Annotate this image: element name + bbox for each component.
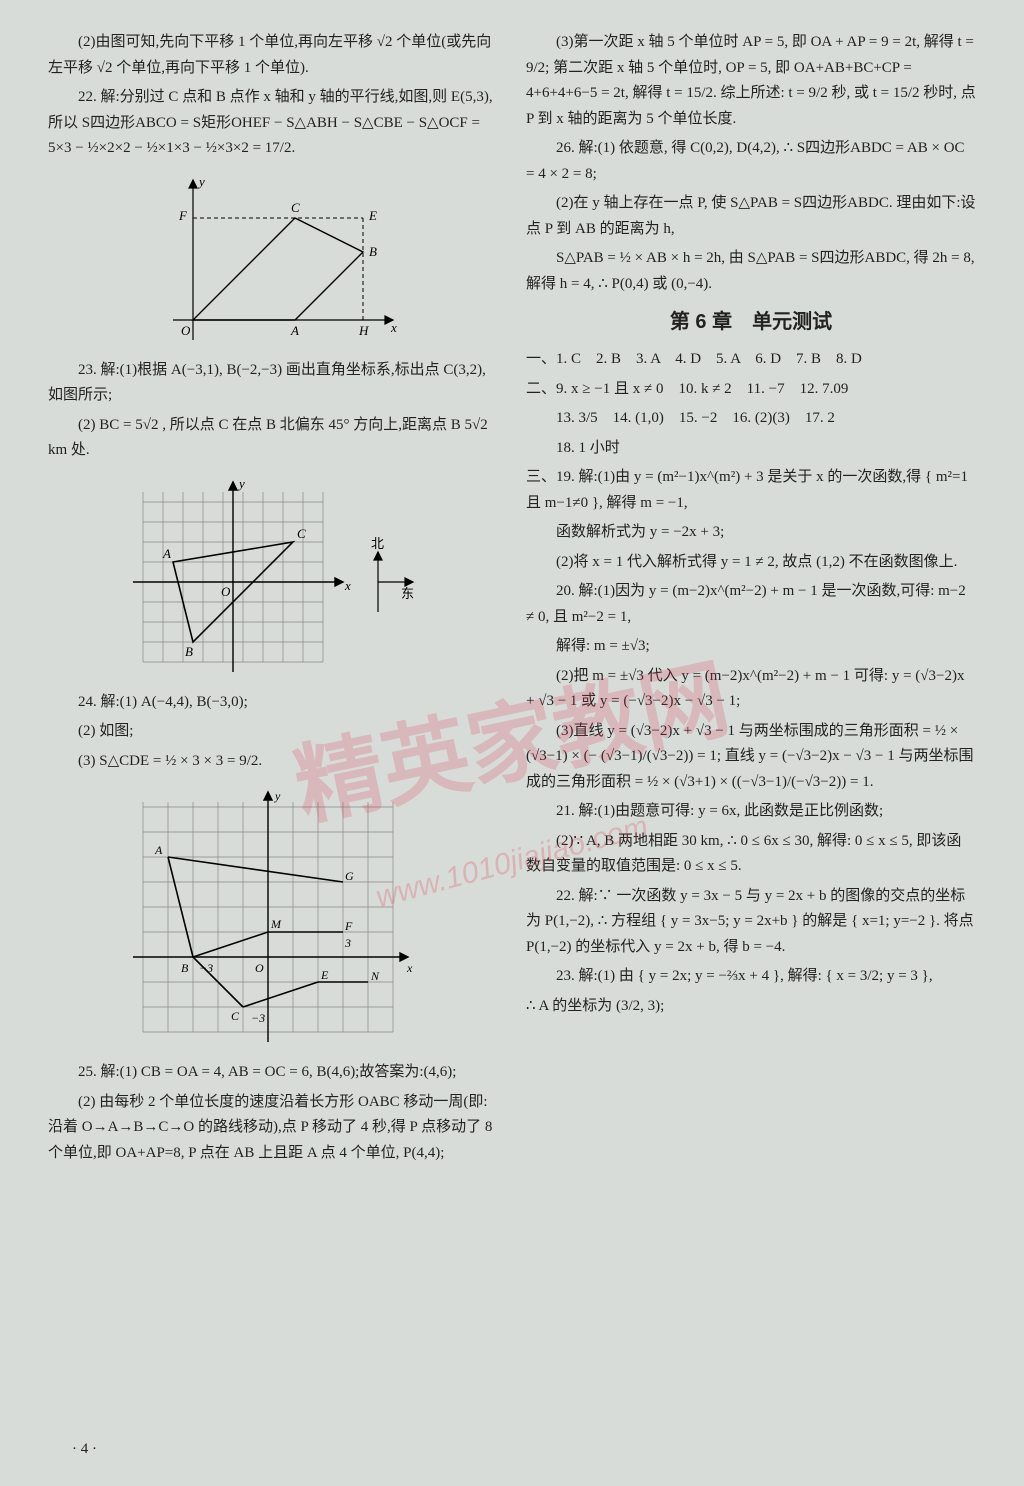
q25-part3: (3)第一次距 x 轴 5 个单位时 AP = 5, 即 OA + AP = 9… bbox=[526, 30, 976, 132]
svg-text:M: M bbox=[270, 917, 282, 931]
svg-text:A: A bbox=[290, 323, 299, 338]
svg-text:O: O bbox=[181, 323, 191, 338]
sect-b-label: 二、 bbox=[526, 381, 556, 397]
section-b-line3: 18. 1 小时 bbox=[526, 436, 976, 462]
svg-text:C: C bbox=[231, 1009, 240, 1023]
left-column: (2)由图可知,先向下平移 1 个单位,再向左平移 √2 个单位(或先向左平移 … bbox=[48, 30, 498, 1456]
q25-part2: (2) 由每秒 2 个单位长度的速度沿着长方形 OABC 移动一周(即:沿着 O… bbox=[48, 1090, 498, 1167]
section-a: 一、1. C 2. B 3. A 4. D 5. A 6. D 7. B 8. … bbox=[526, 347, 976, 373]
sect-a-label: 一、 bbox=[526, 351, 556, 367]
q26-part1: 26. 解:(1) 依题意, 得 C(0,2), D(4,2), ∴ S四边形A… bbox=[526, 136, 976, 187]
svg-text:E: E bbox=[320, 968, 329, 982]
q20-2: 解得: m = ±√3; bbox=[526, 634, 976, 660]
q22-r: 22. 解:∵ 一次函数 y = 3x − 5 与 y = 2x + b 的图像… bbox=[526, 884, 976, 961]
sect-b-1: 9. x ≥ −1 且 x ≠ 0 10. k ≠ 2 11. −7 12. 7… bbox=[556, 381, 848, 397]
q24-diagram: A B −3 G M F 3 C E N −3 Ox y bbox=[123, 782, 423, 1052]
svg-text:G: G bbox=[345, 869, 354, 883]
q19-2: 函数解析式为 y = −2x + 3; bbox=[526, 520, 976, 546]
svg-text:C: C bbox=[297, 526, 306, 541]
q21-part2: (2)由图可知,先向下平移 1 个单位,再向左平移 √2 个单位(或先向左平移 … bbox=[48, 30, 498, 81]
q22-solution: 22. 解:分别过 C 点和 B 点作 x 轴和 y 轴的平行线,如图,则 E(… bbox=[48, 85, 498, 162]
section-b-line1: 二、9. x ≥ −1 且 x ≠ 0 10. k ≠ 2 11. −7 12.… bbox=[526, 377, 976, 403]
q24-part3: (3) S△CDE = ½ × 3 × 3 = 9/2. bbox=[48, 749, 498, 775]
q24-part2: (2) 如图; bbox=[48, 719, 498, 745]
q24-part1: 24. 解:(1) A(−4,4), B(−3,0); bbox=[48, 690, 498, 716]
q26-part2a: (2)在 y 轴上存在一点 P, 使 S△PAB = S四边形ABDC. 理由如… bbox=[526, 191, 976, 242]
q25-part1: 25. 解:(1) CB = OA = 4, AB = OC = 6, B(4,… bbox=[48, 1060, 498, 1086]
svg-text:东: 东 bbox=[401, 586, 414, 601]
q23-r2: ∴ A 的坐标为 (3/2, 3); bbox=[526, 994, 976, 1020]
right-column: (3)第一次距 x 轴 5 个单位时 AP = 5, 即 OA + AP = 9… bbox=[526, 30, 976, 1456]
svg-text:北: 北 bbox=[371, 536, 384, 551]
figure-1: O A H B E C F x y bbox=[48, 170, 498, 350]
svg-text:E: E bbox=[368, 208, 377, 223]
svg-text:−3: −3 bbox=[199, 961, 213, 975]
svg-text:y: y bbox=[197, 174, 205, 189]
svg-text:x: x bbox=[406, 961, 413, 975]
svg-text:−3: −3 bbox=[251, 1011, 265, 1025]
q20-1: 20. 解:(1)因为 y = (m−2)x^(m²−2) + m − 1 是一… bbox=[526, 579, 976, 630]
svg-text:O: O bbox=[255, 961, 264, 975]
svg-text:B: B bbox=[181, 961, 189, 975]
svg-text:A: A bbox=[154, 843, 163, 857]
section-c-q19-1: 三、19. 解:(1)由 y = (m²−1)x^(m²) + 3 是关于 x … bbox=[526, 465, 976, 516]
svg-text:x: x bbox=[390, 320, 397, 335]
svg-text:y: y bbox=[274, 789, 281, 803]
q23-part2: (2) BC = 5√2 , 所以点 C 在点 B 北偏东 45° 方向上,距离… bbox=[48, 413, 498, 464]
figure-3: A B −3 G M F 3 C E N −3 Ox y bbox=[48, 782, 498, 1052]
page-number: · 4 · bbox=[72, 1437, 97, 1463]
q23-part1: 23. 解:(1)根据 A(−3,1), B(−2,−3) 画出直角坐标系,标出… bbox=[48, 358, 498, 409]
svg-text:A: A bbox=[162, 546, 171, 561]
svg-text:x: x bbox=[344, 578, 351, 593]
section-b-line2: 13. 3/5 14. (1,0) 15. −2 16. (2)(3) 17. … bbox=[526, 406, 976, 432]
svg-text:N: N bbox=[370, 969, 380, 983]
svg-text:F: F bbox=[344, 919, 353, 933]
figure-2: A B C Ox y 北东 bbox=[48, 472, 498, 682]
svg-text:H: H bbox=[358, 323, 369, 338]
sect-a-answers: 1. C 2. B 3. A 4. D 5. A 6. D 7. B 8. D bbox=[556, 351, 862, 367]
two-column-layout: (2)由图可知,先向下平移 1 个单位,再向左平移 √2 个单位(或先向左平移 … bbox=[48, 30, 976, 1456]
svg-text:O: O bbox=[221, 584, 231, 599]
svg-text:3: 3 bbox=[344, 936, 351, 950]
q19-1: 19. 解:(1)由 y = (m²−1)x^(m²) + 3 是关于 x 的一… bbox=[526, 469, 968, 511]
chapter-6-title: 第 6 章 单元测试 bbox=[526, 305, 976, 339]
q23-r1: 23. 解:(1) 由 { y = 2x; y = −⅔x + 4 }, 解得:… bbox=[526, 964, 976, 990]
svg-text:B: B bbox=[369, 244, 377, 259]
q21-2: (2)∵ A, B 两地相距 30 km, ∴ 0 ≤ 6x ≤ 30, 解得:… bbox=[526, 829, 976, 880]
q20-4: (3)直线 y = (√3−2)x + √3 − 1 与两坐标围成的三角形面积 … bbox=[526, 719, 976, 796]
q22-diagram: O A H B E C F x y bbox=[143, 170, 403, 350]
svg-text:F: F bbox=[178, 208, 188, 223]
sect-c-label: 三、 bbox=[526, 469, 556, 485]
svg-text:y: y bbox=[237, 476, 245, 491]
q20-3: (2)把 m = ±√3 代入 y = (m−2)x^(m²−2) + m − … bbox=[526, 664, 976, 715]
q19-3: (2)将 x = 1 代入解析式得 y = 1 ≠ 2, 故点 (1,2) 不在… bbox=[526, 550, 976, 576]
q21-1: 21. 解:(1)由题意可得: y = 6x, 此函数是正比例函数; bbox=[526, 799, 976, 825]
q23-diagram: A B C Ox y 北东 bbox=[123, 472, 423, 682]
q26-part2b: S△PAB = ½ × AB × h = 2h, 由 S△PAB = S四边形A… bbox=[526, 246, 976, 297]
svg-text:B: B bbox=[185, 644, 193, 659]
svg-text:C: C bbox=[291, 200, 300, 215]
